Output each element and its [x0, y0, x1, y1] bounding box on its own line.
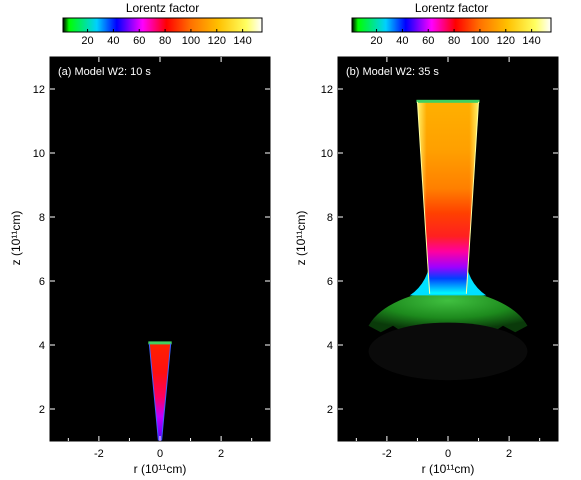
panel-a: (a) Model W2: 10 s -2 0 2 2 4 6 8 10 12 r (10¹¹cm): [33, 56, 271, 476]
y-tick-label: 6: [39, 276, 45, 288]
y-tick-label: 12: [33, 84, 45, 96]
y-tick-label: 8: [327, 212, 333, 224]
jet-edge: [148, 343, 159, 442]
cocoon-shadow: [368, 322, 528, 381]
y-axis-label: z (10¹¹cm): [9, 211, 23, 266]
jet: [149, 343, 171, 441]
y-axis-label: z (10¹¹cm): [294, 211, 308, 266]
colorbar-tick-label: 140: [233, 35, 251, 47]
panels: (a) Model W2: 10 s -2 0 2 2 4 6 8 10 12 r (10¹¹cm)…: [33, 56, 559, 476]
x-tick-label: 2: [218, 448, 224, 460]
colorbar-tick-label: 80: [159, 35, 171, 47]
x-tick-label: 0: [157, 448, 163, 460]
colorbar-gradient: [351, 17, 552, 33]
colorbar-tick-label: 120: [497, 35, 515, 47]
y-tick-label: 4: [327, 340, 333, 352]
y-tick-label: 10: [321, 148, 333, 160]
y-tick-label: 2: [39, 404, 45, 416]
cocoon: [368, 292, 528, 334]
jet-edge: [465, 101, 480, 294]
x-axis-label: r (10¹¹cm): [134, 462, 187, 476]
y-tick-label: 2: [327, 404, 333, 416]
x-tick-label: 0: [445, 448, 451, 460]
colorbar-tick-label: 100: [182, 35, 200, 47]
x-tick-label: 2: [506, 448, 512, 460]
y-tick-label: 6: [327, 276, 333, 288]
colorbar-title: Lorentz factor: [415, 1, 488, 15]
colorbar-b: Lorentz factor 20 40 60 80 100 120 140: [351, 1, 552, 47]
jet-edge-highlight: [417, 101, 479, 294]
x-tick-label: -2: [382, 448, 392, 460]
colorbar-tick-label: 80: [448, 35, 460, 47]
colorbar-title: Lorentz factor: [126, 1, 199, 15]
jet-edge: [161, 343, 172, 442]
colorbar-tick-label: 40: [396, 35, 408, 47]
colorbar-tick-label: 60: [422, 35, 434, 47]
y-tick-label: 12: [321, 84, 333, 96]
panel-label: (b) Model W2: 35 s: [346, 66, 439, 78]
y-tick-label: 10: [33, 148, 45, 160]
x-axis-label: r (10¹¹cm): [422, 462, 475, 476]
colorbar-tick-label: 120: [208, 35, 226, 47]
colorbar-tick-label: 40: [107, 35, 119, 47]
panel-b: (b) Model W2: 35 s -2 0 2 2 4 6 8 10 12 r (10¹¹cm): [321, 56, 559, 476]
jet-head: [416, 99, 480, 103]
colorbar-tick-label: 20: [81, 35, 93, 47]
colorbar-tick-label: 100: [471, 35, 489, 47]
y-tick-label: 4: [39, 340, 45, 352]
panel-label: (a) Model W2: 10 s: [58, 66, 151, 78]
colorbar-tick-label: 20: [370, 35, 382, 47]
colorbar-a: Lorentz factor 20 40 60 80 100 120 140: [62, 1, 263, 47]
colorbar-gradient: [62, 17, 263, 33]
y-tick-label: 8: [39, 212, 45, 224]
colorbar-tick-label: 140: [522, 35, 540, 47]
jet-edge: [416, 101, 431, 294]
x-tick-label: -2: [94, 448, 104, 460]
jet-head: [148, 341, 172, 345]
colorbar-tick-label: 60: [133, 35, 145, 47]
